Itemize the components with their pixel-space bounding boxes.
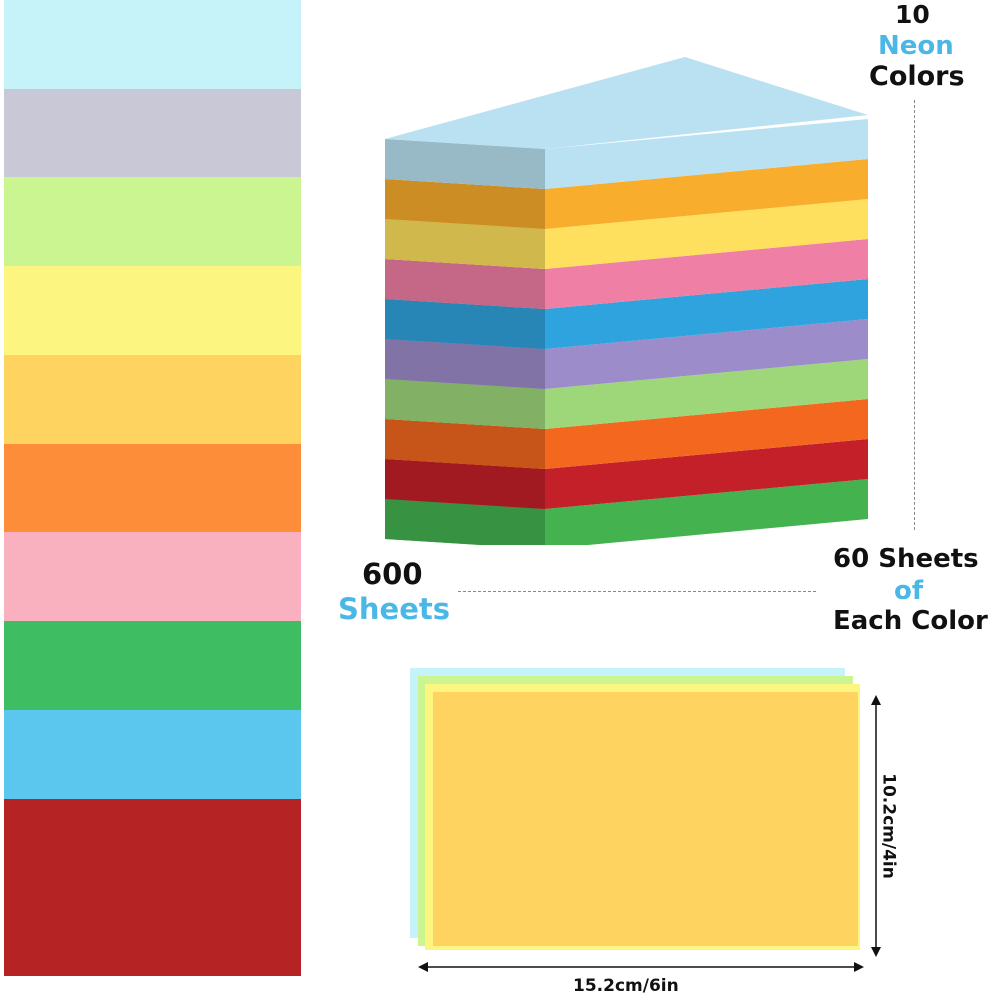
color-swatch-column (4, 0, 301, 977)
per-color-of: of (894, 576, 924, 606)
stack-layer-side (385, 139, 545, 189)
stack-layer-side (385, 219, 545, 269)
stack-layer-side (385, 299, 545, 349)
stack-layer-side (385, 419, 545, 469)
sheet-front-orange (433, 692, 858, 946)
paper-stack-illustration (385, 57, 868, 545)
stack-top-face (385, 57, 868, 149)
stack-layer-side (385, 259, 545, 309)
color-swatch (4, 0, 301, 89)
color-swatch (4, 621, 301, 710)
width-dimension-arrow (418, 962, 864, 972)
color-swatch (4, 443, 301, 533)
width-label: 15.2cm/6in (573, 976, 679, 996)
flat-sheets-illustration (410, 668, 860, 950)
per-color-label: Each Color (833, 606, 988, 636)
color-swatch (4, 266, 301, 355)
colors-label: Colors (869, 61, 965, 92)
stack-layer-side (385, 459, 545, 509)
color-count: 10 (895, 0, 930, 29)
neon-label: Neon (878, 31, 954, 61)
vertical-guide-line (914, 100, 915, 530)
per-color-quantity: 60 Sheets (833, 544, 979, 574)
total-sheets-unit: Sheets (338, 592, 450, 626)
color-swatch (4, 798, 301, 977)
color-swatch (4, 177, 301, 267)
color-swatch (4, 709, 301, 799)
color-swatch (4, 88, 301, 178)
stack-layer-side (385, 499, 545, 545)
color-swatch (4, 354, 301, 444)
height-dimension-arrow (871, 695, 881, 957)
stack-layer-side (385, 339, 545, 389)
stack-layer-side (385, 179, 545, 229)
stack-layer-side (385, 379, 545, 429)
total-sheets-number: 600 (362, 557, 423, 591)
height-label: 10.2cm/4in (878, 773, 899, 879)
horizontal-guide-line (458, 591, 816, 592)
color-swatch (4, 532, 301, 622)
